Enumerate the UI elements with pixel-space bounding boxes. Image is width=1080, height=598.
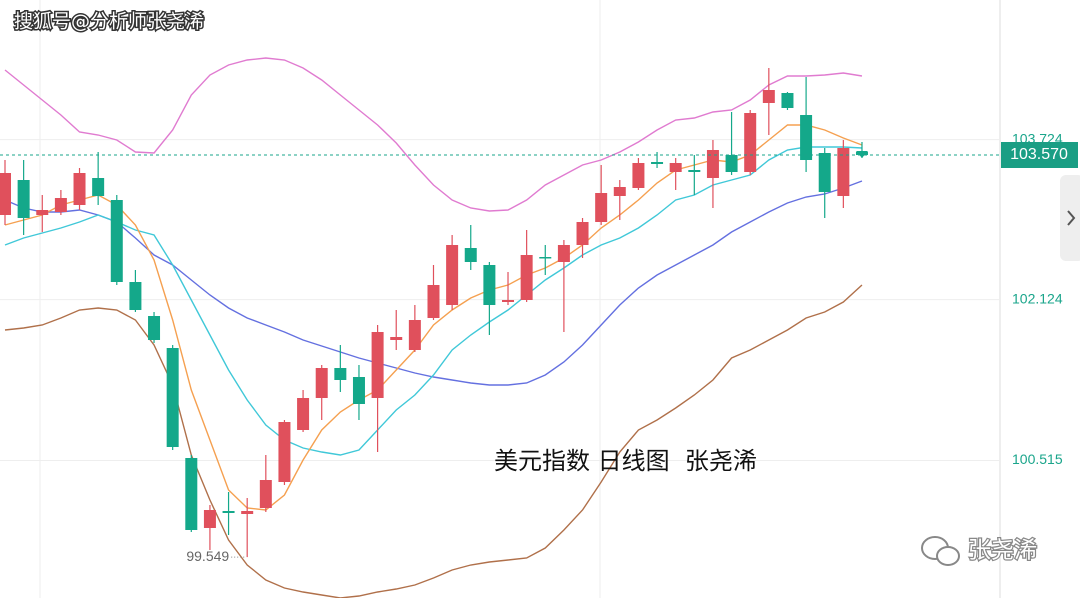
low-annotation: 99.549: [186, 548, 229, 564]
candle-body: [203, 510, 216, 528]
candle-body: [315, 368, 328, 398]
candle-body: [54, 198, 67, 212]
candle-body: [390, 337, 403, 340]
candle-body: [818, 153, 831, 192]
candle-body: [595, 193, 608, 222]
candle-body: [800, 115, 813, 160]
candle-body: [278, 422, 291, 482]
candle-body: [446, 245, 459, 305]
candle-body: [837, 148, 850, 196]
indicator-line: [4, 57, 863, 212]
candle-body: [408, 320, 421, 350]
candle-body: [129, 282, 142, 310]
candle-body: [352, 377, 365, 404]
candle-body: [73, 173, 86, 205]
plot-area: [0, 57, 1000, 598]
candle-body: [520, 255, 533, 300]
candle-body: [725, 155, 738, 172]
candle-body: [92, 178, 105, 196]
candle-body: [297, 398, 310, 430]
candle-body: [632, 163, 645, 188]
candle-body: [0, 173, 11, 215]
source-label: 张尧浠: [968, 538, 1037, 564]
candle-body: [502, 300, 515, 302]
candle-body: [371, 332, 384, 398]
candle-body: [483, 265, 496, 305]
candle-body: [259, 480, 272, 508]
candle-body: [17, 180, 30, 218]
candle-body: [334, 368, 347, 380]
chart-title: 美元指数 日线图 张尧浠: [494, 447, 757, 475]
candle-body: [427, 285, 440, 318]
candle-body: [781, 93, 794, 108]
candle-body: [576, 222, 589, 245]
candle-body: [241, 511, 254, 514]
candle-body: [539, 257, 552, 259]
candle-body: [110, 200, 123, 282]
watermark: 搜狐号@分析师张尧浠: [14, 11, 204, 33]
indicator-line: [4, 124, 863, 511]
candle-body: [166, 348, 179, 447]
last-price-marker: [855, 151, 868, 158]
candle-body: [148, 316, 161, 340]
indicator-line: [4, 146, 863, 456]
candle-body: [36, 210, 49, 215]
candle-body: [613, 187, 626, 196]
indicator-line: [4, 284, 863, 598]
y-tick-label: 100.515: [1012, 451, 1063, 467]
candle-body: [222, 511, 235, 513]
candle-body: [669, 163, 682, 172]
candle-body: [557, 245, 570, 262]
candle-body: [464, 248, 477, 262]
y-tick-label: 102.124: [1012, 290, 1063, 306]
last-price-box: [1001, 142, 1078, 168]
candle-body: [744, 113, 757, 172]
candle-body: [185, 458, 198, 530]
last-price-label: 103.570: [1010, 146, 1068, 163]
wechat-icon: [921, 536, 960, 566]
candle-body: [706, 150, 719, 178]
side-tab[interactable]: [1060, 175, 1080, 261]
candle-body: [651, 162, 664, 164]
candle-body: [688, 170, 701, 172]
candle-body: [762, 90, 775, 103]
